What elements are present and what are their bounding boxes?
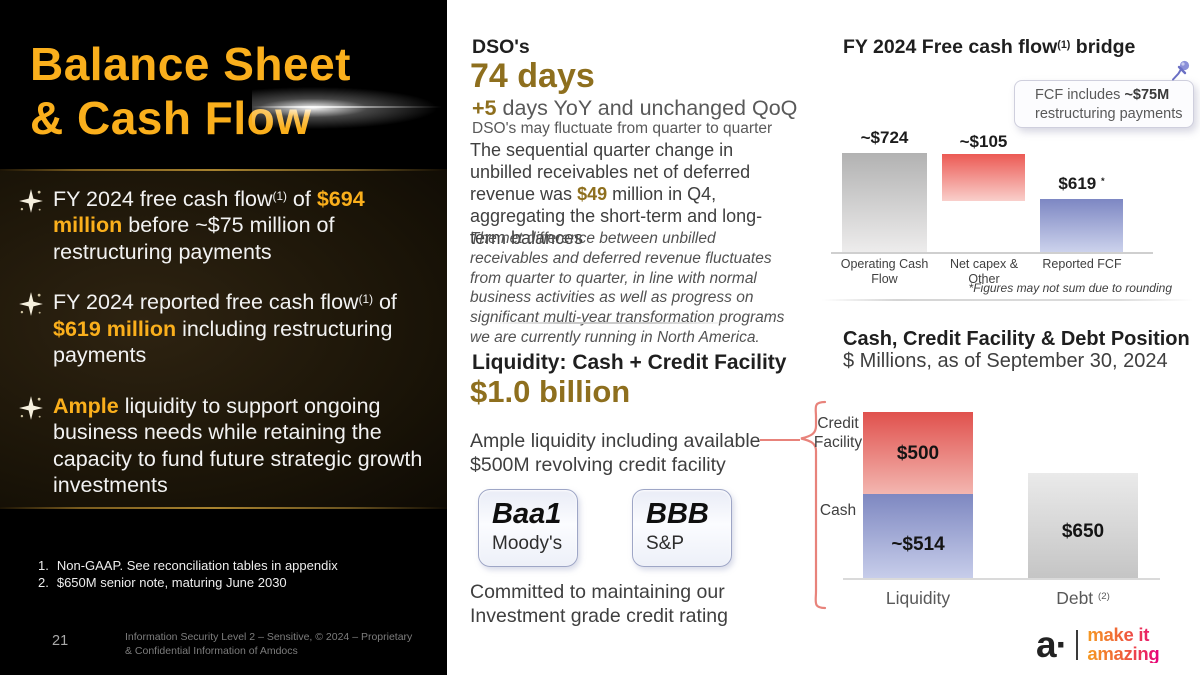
credit-facility-value: $500 [896,443,940,464]
bridge-category-label: Reported FCF [1042,257,1122,271]
bullet-text: FY 2024 free cash flow(1) of $694 millio… [53,187,365,264]
liquidity-brace [794,399,828,611]
dso-value: 74 days [470,57,595,95]
debt-value: $650 [1061,521,1105,542]
callout-connector-line [760,439,800,441]
gold-divider-top [0,169,447,171]
gold-divider-bottom [0,507,447,509]
key-points-list: FY 2024 free cash flow(1) of $694 millio… [18,186,430,498]
stacked-bar-credit-facility [863,412,973,494]
bridge-bar-value: ~$724 [860,128,909,147]
position-category-label: Liquidity [885,588,951,608]
rating-grade: Baa1 [492,498,562,530]
bridge-bar-value: $619 * [1058,174,1105,193]
dso-heading: DSO's [472,36,530,58]
middle-column-divider [487,322,737,324]
position-axis-line [843,578,1160,580]
footnote-text: $650M senior note, maturing June 2030 [56,574,287,590]
right-panel-divider [822,299,1193,301]
logo-separator [1075,629,1079,660]
title-line-1: Balance Sheet [30,38,351,90]
sparkle-icon [18,289,44,368]
footnote-text: Non-GAAP. See reconciliation tables in a… [56,558,338,573]
bullet-text: Ample liquidity to support ongoing busin… [53,393,423,497]
confidentiality-footer: Information Security Level 2 – Sensitive… [125,631,413,657]
liquidity-description: Ample liquidity including available $500… [470,430,761,476]
liquidity-value: $1.0 billion [470,374,631,409]
credit-ratings: Baa1 Moody's BBB S&P [478,489,732,567]
sparkle-icon [18,393,44,499]
rating-grade: BBB [646,498,709,530]
list-item: FY 2024 free cash flow(1) of $694 millio… [18,186,430,265]
footnotes: 1. Non-GAAP. See reconciliation tables i… [38,558,418,592]
footnote-number: 2. [38,574,49,590]
credit-facility-label: Credit Facility [813,415,863,451]
pushpin-icon [1168,58,1194,84]
cash-label: Cash [819,502,857,519]
unbilled-receivables-paragraph: The sequential quarter change in unbille… [470,140,763,248]
tagline-line-1: make it [1087,625,1159,645]
bridge-category-label: Operating Cash Flow [840,257,929,286]
rounding-footnote: *Figures may not sum due to rounding [968,281,1172,295]
bullet-band-background [0,171,447,507]
list-item: FY 2024 reported free cash flow(1) of $6… [18,289,430,368]
left-panel: Balance Sheet & Cash Flow FY 2024 free c… [0,0,447,675]
cash-value: ~$514 [891,534,945,555]
page-title: Balance Sheet & Cash Flow [30,38,430,146]
dso-disclaimer-italic: The net difference between unbilled rece… [470,230,785,347]
page-number: 21 [52,633,69,649]
footnote-number: 1. [38,558,49,573]
sparkle-icon [18,186,44,265]
bridge-bar-operating-cash-flow [842,153,927,252]
stacked-bar-cash [863,494,973,578]
bridge-axis-line [831,252,1153,254]
bridge-bar-value: ~$105 [959,132,1008,151]
bridge-chart-title: FY 2024 Free cash flow(1) bridge [843,36,1136,58]
bridge-bar-net-capex [942,154,1025,201]
position-chart-title: Cash, Credit Facility & Debt Position [843,328,1190,350]
liquidity-heading: Liquidity: Cash + Credit Facility [472,351,787,374]
moodys-rating-badge: Baa1 Moody's [478,489,578,567]
amdocs-mark-icon: a· [1036,623,1068,665]
rating-agency: Moody's [492,532,563,554]
amdocs-logo: a· make it amazing [1036,623,1160,665]
bar-debt [1028,473,1138,578]
fcf-callout-box: FCF includes ~$75M restructuring payment… [1014,80,1194,128]
footnote-2: 2. $650M senior note, maturing June 2030 [38,575,418,592]
sp-rating-badge: BBB S&P [632,489,732,567]
rating-agency: S&P [646,532,685,554]
tagline-line-2: amazing [1087,642,1160,664]
footnote-1: 1. Non-GAAP. See reconciliation tables i… [38,558,418,575]
investment-grade-commitment: Committed to maintaining our Investment … [470,581,728,627]
bullet-text: FY 2024 reported free cash flow(1) of $6… [53,290,397,368]
bridge-bar-reported-fcf [1040,199,1123,252]
position-category-label: Debt (2) [1056,588,1110,608]
list-item: Ample liquidity to support ongoing busin… [18,393,430,499]
logo-tagline: make it amazing [1087,625,1160,664]
dso-note: DSO's may fluctuate from quarter to quar… [472,120,773,137]
title-line-2: & Cash Flow [30,91,312,144]
position-chart-subtitle: $ Millions, as of September 30, 2024 [843,350,1168,372]
dso-change-line: +5 days YoY and unchanged QoQ [472,96,798,120]
bridge-category-label: Net capex & Other [949,257,1019,286]
